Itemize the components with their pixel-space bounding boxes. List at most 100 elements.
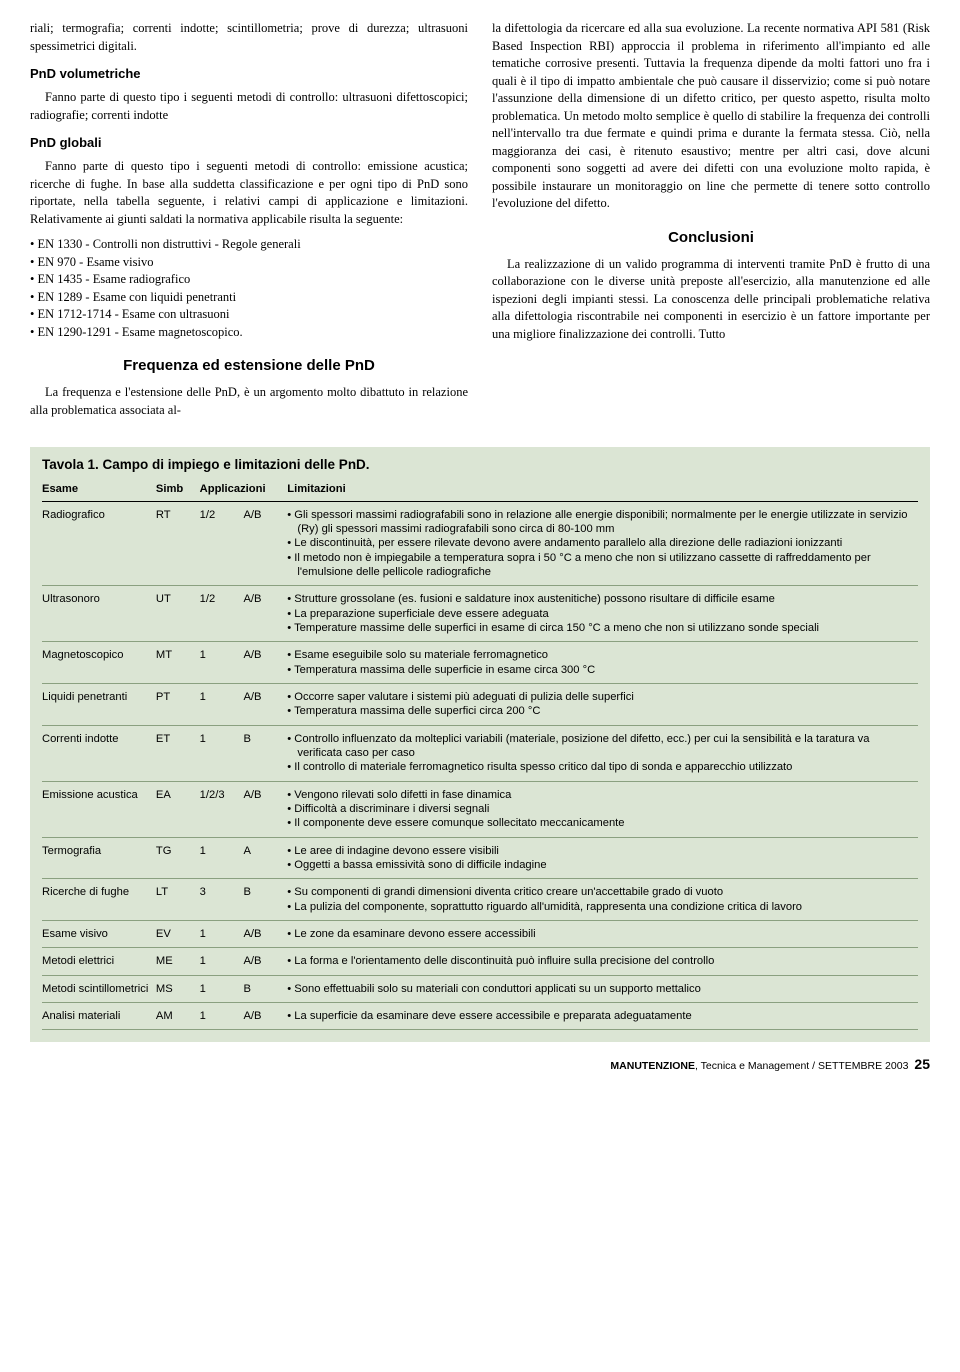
cell-app2: A/B — [243, 948, 287, 975]
page-number: 25 — [914, 1056, 930, 1072]
list-item: Difficoltà a discriminare i diversi segn… — [287, 802, 912, 816]
list-item: La superficie da esaminare deve essere a… — [287, 1009, 912, 1023]
list-item: Il controllo di materiale ferromagnetico… — [287, 760, 912, 774]
cell-simb: EA — [156, 781, 200, 837]
th-applicazioni: Applicazioni — [200, 478, 288, 501]
th-esame: Esame — [42, 478, 156, 501]
cell-app2: A/B — [243, 781, 287, 837]
cell-app1: 1 — [200, 837, 244, 879]
subhead-pnd-globali: PnD globali — [30, 134, 468, 152]
cell-limit: Gli spessori massimi radiografabili sono… — [287, 501, 918, 586]
th-simb: Simb — [156, 478, 200, 501]
page-footer: MANUTENZIONE, Tecnica e Management / SET… — [30, 1056, 930, 1072]
cell-esame: Ricerche di fughe — [42, 879, 156, 921]
cell-app2: B — [243, 975, 287, 1002]
cell-app2: A/B — [243, 1002, 287, 1029]
section-conclusioni: Conclusioni — [492, 227, 930, 248]
cell-limit: Le zone da esaminare devono essere acces… — [287, 920, 918, 947]
para: riali; termografia; correnti indotte; sc… — [30, 20, 468, 55]
cell-esame: Metodi scintillometrici — [42, 975, 156, 1002]
list-item: Il componente deve essere comunque solle… — [287, 816, 912, 830]
cell-limit: Controllo influenzato da molteplici vari… — [287, 725, 918, 781]
cell-limit: Vengono rilevati solo difetti in fase di… — [287, 781, 918, 837]
list-item: EN 1712-1714 - Esame con ultrasuoni — [30, 306, 468, 324]
cell-esame: Metodi elettrici — [42, 948, 156, 975]
table-row: Emissione acusticaEA1/2/3A/BVengono rile… — [42, 781, 918, 837]
cell-app2: A/B — [243, 920, 287, 947]
cell-limit: Su componenti di grandi dimensioni diven… — [287, 879, 918, 921]
list-item: Strutture grossolane (es. fusioni e sald… — [287, 592, 912, 606]
cell-app2: B — [243, 879, 287, 921]
footer-mag: MANUTENZIONE — [610, 1060, 695, 1072]
limit-list: Vengono rilevati solo difetti in fase di… — [287, 788, 912, 831]
cell-limit: Esame eseguibile solo su materiale ferro… — [287, 642, 918, 684]
list-item: Occorre saper valutare i sistemi più ade… — [287, 690, 912, 704]
cell-esame: Liquidi penetranti — [42, 683, 156, 725]
cell-app2: A/B — [243, 642, 287, 684]
limit-list: Le aree di indagine devono essere visibi… — [287, 844, 912, 873]
list-item: Le discontinuità, per essere rilevate de… — [287, 536, 912, 550]
left-column: riali; termografia; correnti indotte; sc… — [30, 20, 468, 427]
cell-simb: ME — [156, 948, 200, 975]
table-row: Ricerche di fugheLT3BSu componenti di gr… — [42, 879, 918, 921]
limit-list: Esame eseguibile solo su materiale ferro… — [287, 648, 912, 677]
cell-simb: PT — [156, 683, 200, 725]
table-row: TermografiaTG1ALe aree di indagine devon… — [42, 837, 918, 879]
list-item: EN 970 - Esame visivo — [30, 254, 468, 272]
cell-app1: 1 — [200, 642, 244, 684]
cell-app1: 1 — [200, 1002, 244, 1029]
table-row: Metodi elettriciME1A/BLa forma e l'orien… — [42, 948, 918, 975]
body-columns: riali; termografia; correnti indotte; sc… — [30, 20, 930, 427]
cell-limit: La forma e l'orientamento delle disconti… — [287, 948, 918, 975]
cell-simb: TG — [156, 837, 200, 879]
table-row: Analisi materialiAM1A/BLa superficie da … — [42, 1002, 918, 1029]
cell-esame: Termografia — [42, 837, 156, 879]
table-row: UltrasonoroUT1/2A/BStrutture grossolane … — [42, 586, 918, 642]
cell-esame: Analisi materiali — [42, 1002, 156, 1029]
norms-list: EN 1330 - Controlli non distruttivi - Re… — [30, 236, 468, 341]
pnd-table: Esame Simb Applicazioni Limitazioni Radi… — [42, 478, 918, 1030]
cell-app2: A/B — [243, 501, 287, 586]
limit-list: Strutture grossolane (es. fusioni e sald… — [287, 592, 912, 635]
list-item: Gli spessori massimi radiografabili sono… — [287, 508, 912, 537]
table-row: RadiograficoRT1/2A/BGli spessori massimi… — [42, 501, 918, 586]
cell-limit: La superficie da esaminare deve essere a… — [287, 1002, 918, 1029]
cell-app2: B — [243, 725, 287, 781]
cell-simb: MS — [156, 975, 200, 1002]
list-item: EN 1289 - Esame con liquidi penetranti — [30, 289, 468, 307]
list-item: La forma e l'orientamento delle disconti… — [287, 954, 912, 968]
cell-esame: Esame visivo — [42, 920, 156, 947]
table-panel: Tavola 1. Campo di impiego e limitazioni… — [30, 447, 930, 1042]
limit-list: Le zone da esaminare devono essere acces… — [287, 927, 912, 941]
cell-esame: Ultrasonoro — [42, 586, 156, 642]
list-item: EN 1290-1291 - Esame magnetoscopico. — [30, 324, 468, 342]
cell-app1: 1/2/3 — [200, 781, 244, 837]
table-row: Liquidi penetrantiPT1A/BOccorre saper va… — [42, 683, 918, 725]
cell-limit: Strutture grossolane (es. fusioni e sald… — [287, 586, 918, 642]
list-item: Temperature massime delle superfici in e… — [287, 621, 912, 635]
cell-app1: 1/2 — [200, 586, 244, 642]
cell-app1: 1 — [200, 975, 244, 1002]
para: La frequenza e l'estensione delle PnD, è… — [30, 384, 468, 419]
limit-list: Gli spessori massimi radiografabili sono… — [287, 508, 912, 580]
limit-list: La forma e l'orientamento delle disconti… — [287, 954, 912, 968]
cell-esame: Radiografico — [42, 501, 156, 586]
cell-simb: AM — [156, 1002, 200, 1029]
list-item: Le aree di indagine devono essere visibi… — [287, 844, 912, 858]
list-item: Temperatura massima delle superfici circ… — [287, 704, 912, 718]
table-row: Correnti indotteET1BControllo influenzat… — [42, 725, 918, 781]
cell-limit: Occorre saper valutare i sistemi più ade… — [287, 683, 918, 725]
cell-simb: MT — [156, 642, 200, 684]
list-item: Il metodo non è impiegabile a temperatur… — [287, 551, 912, 580]
cell-app1: 1 — [200, 920, 244, 947]
cell-simb: UT — [156, 586, 200, 642]
cell-limit: Le aree di indagine devono essere visibi… — [287, 837, 918, 879]
cell-app1: 3 — [200, 879, 244, 921]
list-item: Oggetti a bassa emissività sono di diffi… — [287, 858, 912, 872]
cell-limit: Sono effettuabili solo su materiali con … — [287, 975, 918, 1002]
list-item: EN 1435 - Esame radiografico — [30, 271, 468, 289]
table-title: Tavola 1. Campo di impiego e limitazioni… — [42, 457, 918, 472]
cell-esame: Emissione acustica — [42, 781, 156, 837]
cell-app1: 1/2 — [200, 501, 244, 586]
list-item: EN 1330 - Controlli non distruttivi - Re… — [30, 236, 468, 254]
